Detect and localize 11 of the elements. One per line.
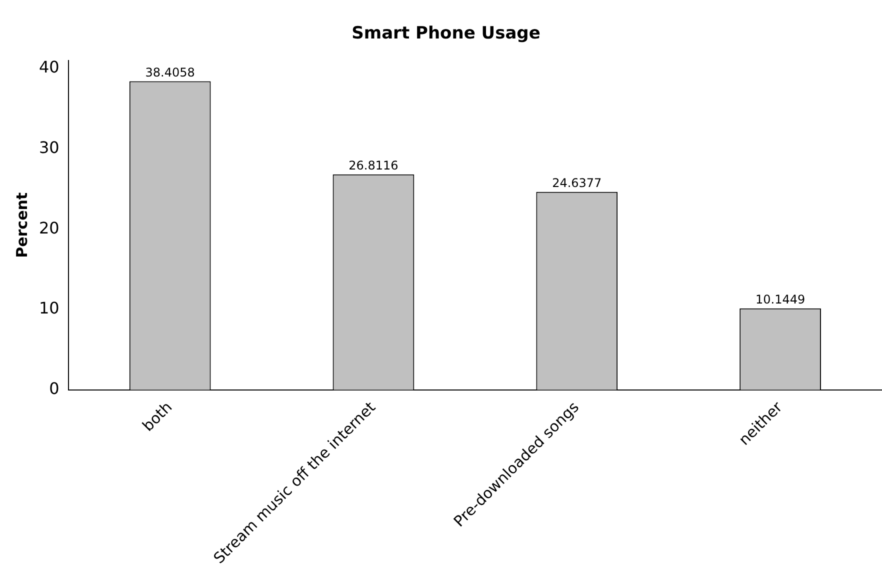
y-tick-label: 0 [49, 379, 60, 398]
chart-title: Smart Phone Usage [352, 24, 540, 44]
data-label: 26.8116 [348, 158, 398, 173]
y-tick-label: 30 [39, 138, 60, 157]
y-tick-label: 10 [39, 298, 60, 318]
data-label: 24.6377 [552, 176, 602, 190]
data-label: 10.1449 [755, 292, 806, 307]
y-tick-label: 20 [39, 218, 60, 238]
data-label: 38.4058 [145, 65, 195, 80]
y-axis-title: Percent [12, 192, 31, 258]
y-tick-label: 40 [39, 58, 60, 77]
